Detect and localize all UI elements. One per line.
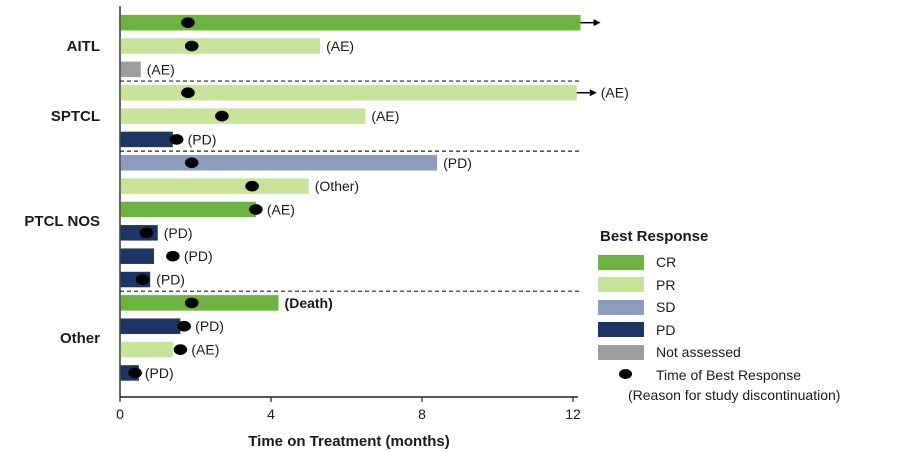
reason-label: (AE) (371, 108, 399, 124)
reason-label: (AE) (267, 201, 295, 217)
x-axis-title: Time on Treatment (months) (248, 433, 449, 450)
bar-ptcl-nos-3 (120, 201, 256, 218)
best-response-dot (184, 40, 199, 52)
reason-label: (PD) (156, 272, 185, 288)
bar-ptcl-nos-2 (120, 178, 309, 194)
legend-swatch-pd (598, 322, 644, 338)
legend-item-not-assessed: Not assessed (598, 341, 908, 364)
reason-label: (PD) (164, 225, 193, 241)
legend-swatch-not-assessed (598, 344, 644, 360)
best-response-dot (166, 250, 180, 262)
reason-label: (Other) (315, 178, 359, 194)
bar-aitl-3 (120, 61, 141, 78)
bar-ptcl-nos-5 (120, 248, 154, 264)
legend-swatch-pr (598, 277, 644, 293)
best-response-dot-icon (598, 367, 644, 382)
legend-note: (Reason for study discontinuation) (628, 387, 841, 403)
legend-item-pd: PD (598, 319, 908, 342)
reason-label: (AE) (191, 342, 219, 358)
bar-other-1 (120, 295, 279, 311)
legend-label-pd: PD (656, 321, 676, 338)
reason-label: (PD) (195, 318, 224, 334)
best-response-dot (139, 227, 154, 239)
best-response-dot (245, 180, 259, 192)
group-label: PTCL NOS (24, 213, 100, 230)
reason-label: (PD) (145, 365, 174, 381)
reason-label: (PD) (188, 131, 217, 147)
best-response-dot (215, 110, 229, 122)
best-response-dot (181, 87, 195, 99)
best-response-dot (184, 157, 199, 169)
bar-other-2 (120, 318, 181, 334)
legend-item-best-response-marker: Time of Best Response (598, 364, 908, 387)
best-response-dot (169, 134, 184, 145)
bar-ptcl-nos-1 (120, 155, 438, 171)
legend-item-cr: CR (598, 251, 908, 274)
legend-item-pr: PR (598, 274, 908, 297)
legend-label-not-assessed: Not assessed (656, 344, 741, 361)
bar-sptcl-1 (120, 84, 577, 101)
legend-item-sd: SD (598, 296, 908, 319)
reason-label: (PD) (184, 248, 213, 264)
x-tick-label: 8 (418, 406, 426, 422)
bar-aitl-1 (120, 14, 581, 31)
reason-label: (AE) (147, 61, 175, 77)
reason-label: (Death) (285, 295, 333, 311)
group-label: Other (60, 330, 100, 347)
bar-sptcl-2 (120, 108, 366, 124)
legend-title: Best Response (600, 228, 709, 245)
bar-sptcl-3 (120, 131, 173, 148)
best-response-dot (128, 367, 142, 379)
legend: Best Response CR PR SD PD Not assessed T… (598, 228, 908, 403)
x-tick-label: 4 (267, 406, 275, 422)
bar-other-3 (120, 341, 173, 358)
legend-swatch-cr (598, 254, 644, 270)
reason-label: (PD) (443, 155, 472, 171)
best-response-dot (177, 320, 191, 332)
best-response-dot (249, 204, 263, 215)
legend-label-cr: CR (656, 254, 677, 271)
legend-swatch-sd (598, 299, 644, 315)
best-response-dot (173, 344, 188, 355)
group-label: SPTCL (51, 108, 100, 125)
best-response-dot (184, 297, 199, 309)
bar-aitl-2 (120, 38, 321, 54)
legend-label-pr: PR (656, 276, 676, 293)
legend-label-marker: Time of Best Response (656, 366, 801, 383)
best-response-dot (181, 17, 195, 28)
x-tick-label: 0 (116, 406, 124, 422)
x-tick-label: 12 (565, 406, 581, 422)
best-response-dot (135, 274, 150, 285)
reason-label: (AE) (326, 38, 354, 54)
group-label: AITL (67, 38, 100, 55)
legend-label-sd: SD (656, 299, 676, 316)
ongoing-arrow-icon (589, 89, 597, 97)
ongoing-arrow-icon (593, 19, 601, 27)
reason-label: (AE) (601, 85, 629, 101)
